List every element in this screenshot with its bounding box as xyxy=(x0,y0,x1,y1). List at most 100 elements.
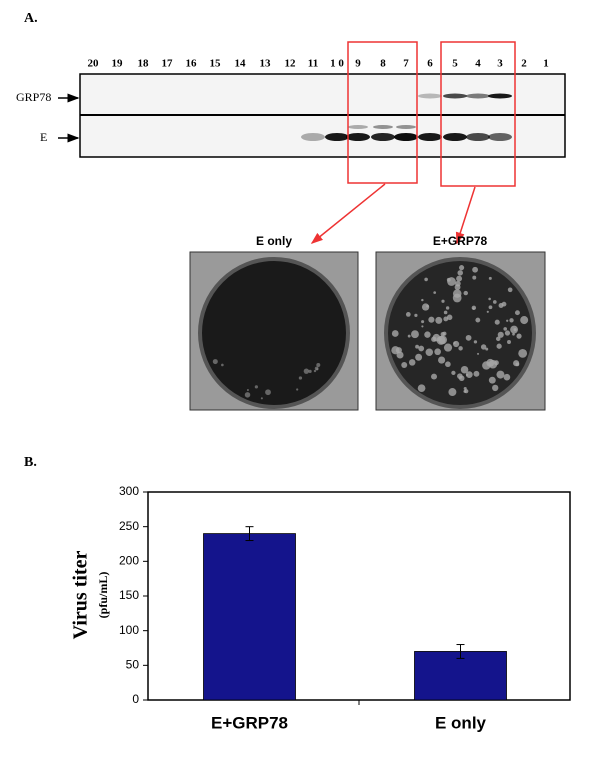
plaque xyxy=(260,397,263,400)
plaque xyxy=(440,332,446,337)
plaque-caption: E only xyxy=(256,234,292,248)
panel-label: A. xyxy=(24,11,38,26)
lane-label: 1 0 xyxy=(330,58,344,70)
plaque xyxy=(431,373,438,380)
lane-label: 13 xyxy=(260,58,272,70)
band xyxy=(394,133,418,141)
plaque xyxy=(477,352,480,355)
plaque xyxy=(485,347,489,351)
plaque xyxy=(445,306,450,310)
plaque xyxy=(428,316,435,323)
lane-label: 18 xyxy=(138,58,150,70)
plaque xyxy=(221,363,224,367)
plaque xyxy=(496,370,505,379)
plaque xyxy=(472,266,479,273)
plaque xyxy=(303,368,310,374)
plaque xyxy=(492,384,499,392)
lane-label: 17 xyxy=(162,58,174,70)
bar-chart: 0 50 100 150 200 250 300 E+GRP78 E only xyxy=(119,484,571,732)
plaque-well xyxy=(198,257,350,409)
lane-label: 7 xyxy=(403,58,409,70)
plaque xyxy=(316,367,319,371)
lane-label: 4 xyxy=(475,58,481,70)
plaque xyxy=(417,384,426,393)
plaque xyxy=(455,280,461,287)
plaque xyxy=(465,334,472,341)
plaque xyxy=(495,336,501,342)
plaque xyxy=(488,305,493,310)
plaque xyxy=(488,276,492,280)
plaque xyxy=(471,305,477,311)
plaque-well xyxy=(384,257,536,409)
lane-label: 19 xyxy=(112,58,124,70)
band xyxy=(396,125,416,129)
plaque xyxy=(438,335,448,345)
lane-label: 2 xyxy=(521,58,527,70)
plaque xyxy=(464,389,469,394)
band xyxy=(325,133,349,141)
plaque xyxy=(435,316,443,324)
y-tick-label: 150 xyxy=(119,588,139,602)
plaque xyxy=(496,343,502,349)
arrow xyxy=(310,183,386,244)
plaque xyxy=(424,331,431,338)
panel-label: B. xyxy=(24,455,37,470)
plaque xyxy=(316,362,321,367)
lane-label: 6 xyxy=(427,58,433,70)
plaque xyxy=(494,319,500,325)
plaque xyxy=(451,370,456,375)
plaque xyxy=(503,327,508,331)
plaque xyxy=(418,345,425,352)
plaque xyxy=(518,348,528,358)
plaque xyxy=(415,344,419,349)
lane-label: 1 xyxy=(543,58,549,70)
plaque xyxy=(504,330,511,336)
y-tick-label: 100 xyxy=(119,623,139,637)
lane-label: 5 xyxy=(452,58,458,70)
plaque xyxy=(414,313,418,318)
plaque xyxy=(512,332,515,336)
band xyxy=(466,93,490,99)
plaque xyxy=(497,331,504,338)
x-tick-label: E+GRP78 xyxy=(211,713,288,732)
plaque xyxy=(465,371,473,379)
plaque xyxy=(507,287,513,293)
plaque xyxy=(244,392,251,398)
plaque xyxy=(473,340,478,344)
plaque xyxy=(460,365,469,374)
plaque xyxy=(401,362,408,368)
y-axis-unit: (pfu/mL) xyxy=(96,572,110,619)
plaque xyxy=(459,265,465,271)
plaque xyxy=(396,351,404,359)
plaque xyxy=(486,310,489,313)
lane-label: 20 xyxy=(88,58,100,70)
plaque xyxy=(308,369,312,374)
plaque xyxy=(488,376,496,384)
row-label: GRP78 xyxy=(16,90,51,104)
lane-label: 14 xyxy=(235,58,247,70)
row-label: E xyxy=(40,130,47,144)
plaque xyxy=(509,318,514,323)
lane-label: 8 xyxy=(380,58,386,70)
plaque xyxy=(482,361,491,370)
plaque xyxy=(456,275,463,282)
plaque xyxy=(463,290,468,296)
plaque xyxy=(265,389,271,396)
plaque xyxy=(426,304,429,308)
band xyxy=(443,93,467,99)
plaque xyxy=(424,277,428,282)
plaque xyxy=(457,270,463,276)
lane-label: 15 xyxy=(210,58,222,70)
plaque xyxy=(503,373,511,381)
plaque xyxy=(391,330,399,337)
band xyxy=(418,93,442,99)
plaque xyxy=(445,361,451,368)
plaque xyxy=(425,348,434,357)
y-tick-label: 200 xyxy=(119,554,139,568)
bands xyxy=(301,93,512,141)
plaque xyxy=(407,334,411,338)
plaque xyxy=(313,369,317,373)
arrow xyxy=(455,186,476,245)
plaque xyxy=(212,359,218,365)
